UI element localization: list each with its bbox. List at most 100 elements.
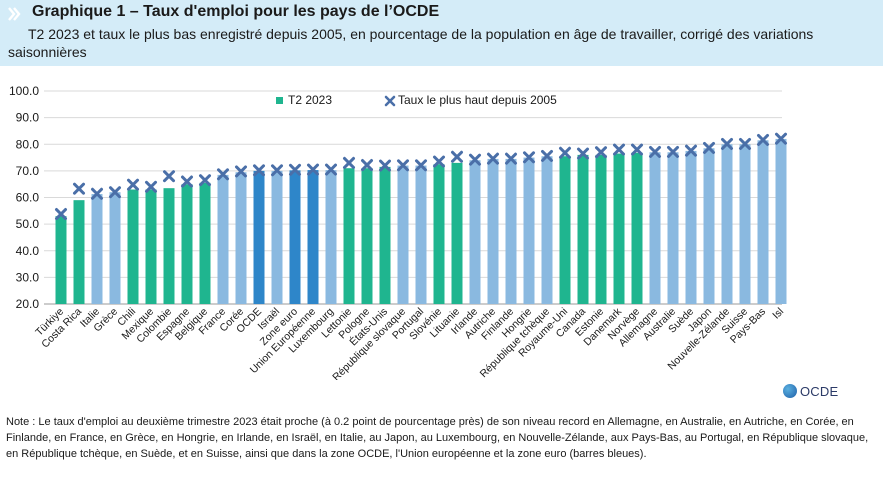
bar xyxy=(127,189,139,304)
highest-marker xyxy=(667,145,679,158)
highest-marker xyxy=(199,174,211,187)
bar xyxy=(379,166,391,304)
highest-marker xyxy=(541,149,553,162)
bar xyxy=(253,170,265,304)
highest-marker xyxy=(343,156,355,169)
bar xyxy=(181,184,193,304)
highest-marker xyxy=(595,146,607,159)
bar xyxy=(559,156,571,304)
bar xyxy=(217,174,229,304)
highest-marker xyxy=(55,208,67,221)
bar xyxy=(271,170,283,304)
bar xyxy=(235,172,247,304)
bar xyxy=(451,162,463,304)
highest-marker xyxy=(415,159,427,172)
bar xyxy=(775,138,787,304)
chevron-right-icon xyxy=(8,7,21,21)
y-tick-label: 80.0 xyxy=(16,137,40,151)
bar xyxy=(757,140,769,304)
globe-icon xyxy=(783,384,797,398)
bar xyxy=(523,157,535,304)
bar xyxy=(433,164,445,304)
highest-marker xyxy=(127,178,139,191)
y-tick-label: 40.0 xyxy=(16,244,40,258)
bar xyxy=(631,152,643,304)
bar xyxy=(487,158,499,304)
legend-label: T2 2023 xyxy=(288,93,332,107)
highest-marker xyxy=(505,152,517,165)
bar xyxy=(325,170,337,304)
highest-marker xyxy=(379,159,391,172)
highest-marker xyxy=(631,143,643,156)
bar-chart: 20.030.040.050.060.070.080.090.0100.0Tür… xyxy=(9,84,787,380)
chart-subtitle: T2 2023 et taux le plus bas enregistré d… xyxy=(8,26,814,60)
highest-marker xyxy=(757,133,769,146)
highest-marker xyxy=(361,159,373,172)
bar xyxy=(289,170,301,304)
highest-marker xyxy=(145,180,157,193)
bar xyxy=(415,165,427,304)
bar xyxy=(541,156,553,304)
y-tick-label: 20.0 xyxy=(16,297,40,311)
y-tick-label: 70.0 xyxy=(16,164,40,178)
chart-note: Note : Le taux d'emploi au deuxième trim… xyxy=(6,416,869,460)
highest-marker xyxy=(451,150,463,163)
highest-marker xyxy=(397,159,409,172)
highest-marker xyxy=(307,163,319,176)
highest-marker xyxy=(559,146,571,159)
y-tick-label: 30.0 xyxy=(16,270,40,284)
bar xyxy=(163,188,175,304)
bar xyxy=(55,216,67,304)
legend-swatch-marker xyxy=(384,95,396,107)
highest-marker xyxy=(433,155,445,168)
highest-marker xyxy=(289,163,301,176)
highest-marker xyxy=(217,168,229,181)
highest-marker xyxy=(685,144,697,157)
bar xyxy=(199,182,211,304)
y-tick-label: 90.0 xyxy=(16,111,40,125)
highest-marker xyxy=(703,141,715,154)
bar xyxy=(109,192,121,304)
highest-marker xyxy=(739,137,751,150)
highest-marker xyxy=(649,145,661,158)
legend-label: Taux le plus haut depuis 2005 xyxy=(398,93,557,107)
bar xyxy=(595,154,607,304)
highest-marker xyxy=(775,132,787,145)
ocde-logo-label: OCDE xyxy=(800,383,839,399)
bar xyxy=(469,160,481,304)
highest-marker xyxy=(271,164,283,177)
bar xyxy=(397,165,409,304)
highest-marker xyxy=(577,147,589,160)
bar xyxy=(91,194,103,304)
bar xyxy=(667,152,679,304)
bar xyxy=(703,148,715,304)
x-tick-label: Isl xyxy=(770,306,786,322)
bar xyxy=(505,158,517,304)
ocde-logo: OCDE xyxy=(783,383,838,399)
bar xyxy=(343,168,355,304)
highest-marker xyxy=(523,151,535,164)
y-tick-label: 50.0 xyxy=(16,217,40,231)
bar xyxy=(721,144,733,304)
highest-marker xyxy=(91,187,103,200)
highest-marker xyxy=(487,152,499,165)
highest-marker xyxy=(613,143,625,156)
bar xyxy=(361,168,373,304)
bar xyxy=(307,170,319,304)
y-tick-label: 100.0 xyxy=(9,84,39,98)
highest-marker xyxy=(235,165,247,178)
bar xyxy=(145,189,157,304)
highest-marker xyxy=(253,164,265,177)
legend-swatch-bar xyxy=(276,97,283,104)
bar xyxy=(577,154,589,304)
bar xyxy=(649,152,661,304)
chart-title: Graphique 1 – Taux d'emploi pour les pay… xyxy=(32,3,440,20)
highest-marker xyxy=(109,186,121,199)
bar xyxy=(739,144,751,304)
bar xyxy=(685,150,697,304)
highest-marker xyxy=(181,175,193,188)
y-tick-label: 60.0 xyxy=(16,191,40,205)
highest-marker xyxy=(163,170,175,183)
chart-header: Graphique 1 – Taux d'emploi pour les pay… xyxy=(0,0,883,66)
highest-marker xyxy=(325,163,337,176)
